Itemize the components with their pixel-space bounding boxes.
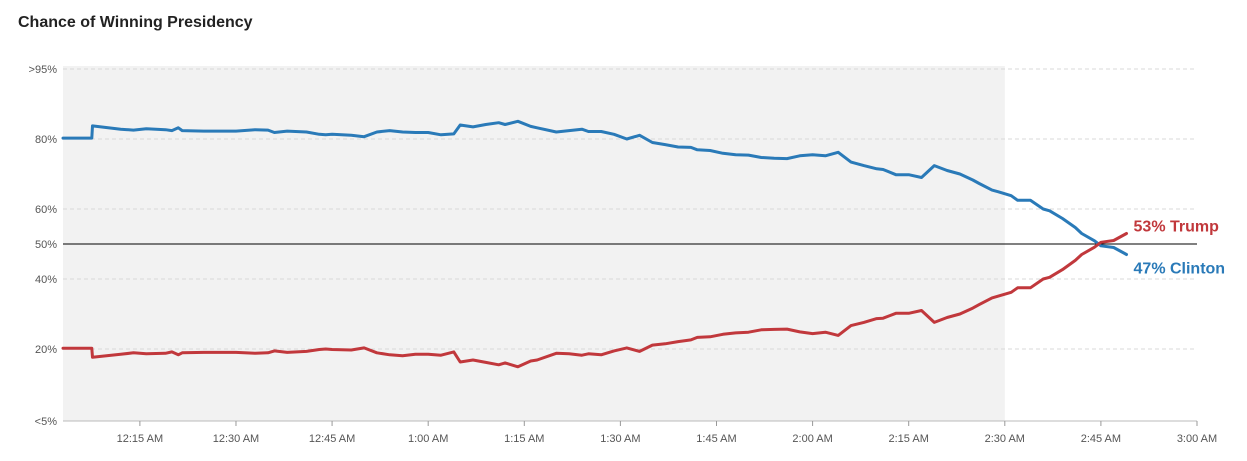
x-tick-label: 2:30 AM — [985, 433, 1025, 445]
chart-title: Chance of Winning Presidency — [18, 14, 253, 31]
x-tick-label: 1:00 AM — [408, 433, 448, 445]
trump-end-label: 53% Trump — [1134, 219, 1220, 236]
y-tick-label: 80% — [35, 134, 57, 146]
x-tick-label: 12:30 AM — [213, 433, 259, 445]
x-tick-label: 2:45 AM — [1081, 433, 1121, 445]
x-tick-label: 2:00 AM — [792, 433, 832, 445]
clinton-line — [61, 119, 1128, 256]
y-tick-label: 20% — [35, 344, 57, 356]
y-axis-ticks: <5% 20% 40% 50% 60% 80% >95% — [29, 64, 58, 428]
x-tick-label: 12:45 AM — [309, 433, 355, 445]
y-tick-label: <5% — [35, 416, 58, 428]
y-tick-label: 40% — [35, 274, 57, 286]
y-tick-label: 60% — [35, 204, 57, 216]
x-axis: 12:15 AM 12:30 AM 12:45 AM 1:00 AM 1:15 AM 1:… — [63, 420, 1217, 445]
x-tick-label: 1:45 AM — [696, 433, 736, 445]
series-lines — [61, 119, 1128, 369]
clinton-end-label: 47% Clinton — [1134, 261, 1226, 278]
x-tick-label: 1:30 AM — [600, 433, 640, 445]
x-tick-label: 2:15 AM — [889, 433, 929, 445]
y-tick-label: 50% — [35, 239, 57, 251]
x-tick-label: 3:00 AM — [1177, 433, 1217, 445]
x-tick-label: 1:15 AM — [504, 433, 544, 445]
y-tick-label: >95% — [29, 64, 58, 76]
end-labels: 47% Clinton 53% Trump — [1134, 219, 1226, 278]
trump-line — [61, 232, 1128, 369]
x-tick-label: 12:15 AM — [117, 433, 163, 445]
